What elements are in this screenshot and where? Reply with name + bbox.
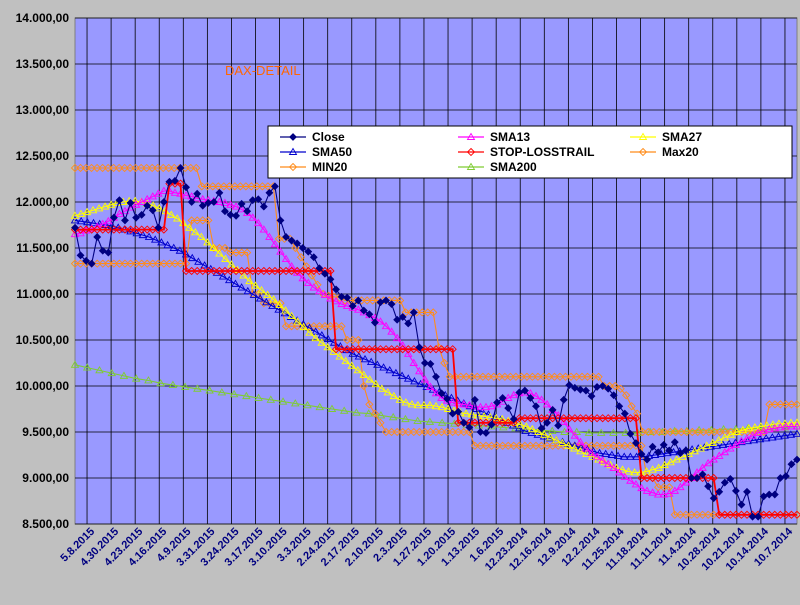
- chart-title: DAX-DETAIL: [225, 63, 301, 78]
- y-tick-label: 13.500,00: [16, 57, 70, 71]
- legend-label: SMA50: [312, 145, 352, 159]
- y-tick-label: 10.000,00: [16, 379, 70, 393]
- legend-label: SMA27: [662, 130, 702, 144]
- legend-label: SMA13: [490, 130, 530, 144]
- legend-label: SMA200: [490, 160, 537, 174]
- y-tick-label: 11.000,00: [16, 287, 69, 301]
- y-tick-label: 9.500,00: [22, 425, 69, 439]
- y-tick-label: 11.500,00: [16, 241, 69, 255]
- y-tick-label: 13.000,00: [16, 103, 70, 117]
- y-tick-label: 12.500,00: [16, 149, 70, 163]
- y-tick-label: 10.500,00: [16, 333, 70, 347]
- y-tick-label: 14.000,00: [16, 11, 70, 25]
- y-tick-label: 12.000,00: [16, 195, 70, 209]
- y-tick-label: 8.500,00: [22, 517, 69, 531]
- legend-label: STOP-LOSSTRAIL: [490, 145, 594, 159]
- y-tick-label: 9.000,00: [22, 471, 69, 485]
- x-axis: 5.8.20154.30.20154.23.20154.16.20154.9.2…: [58, 525, 795, 573]
- legend: Close SMA13 SMA27 SMA50 STOP-LOSSTRAIL Max20 M…: [268, 126, 792, 178]
- legend-label: MIN20: [312, 160, 348, 174]
- legend-label: Close: [312, 130, 345, 144]
- legend-label: Max20: [662, 145, 699, 159]
- y-axis: 14.000,00 13.500,00 13.000,00 12.500,00 12.0…: [16, 11, 70, 531]
